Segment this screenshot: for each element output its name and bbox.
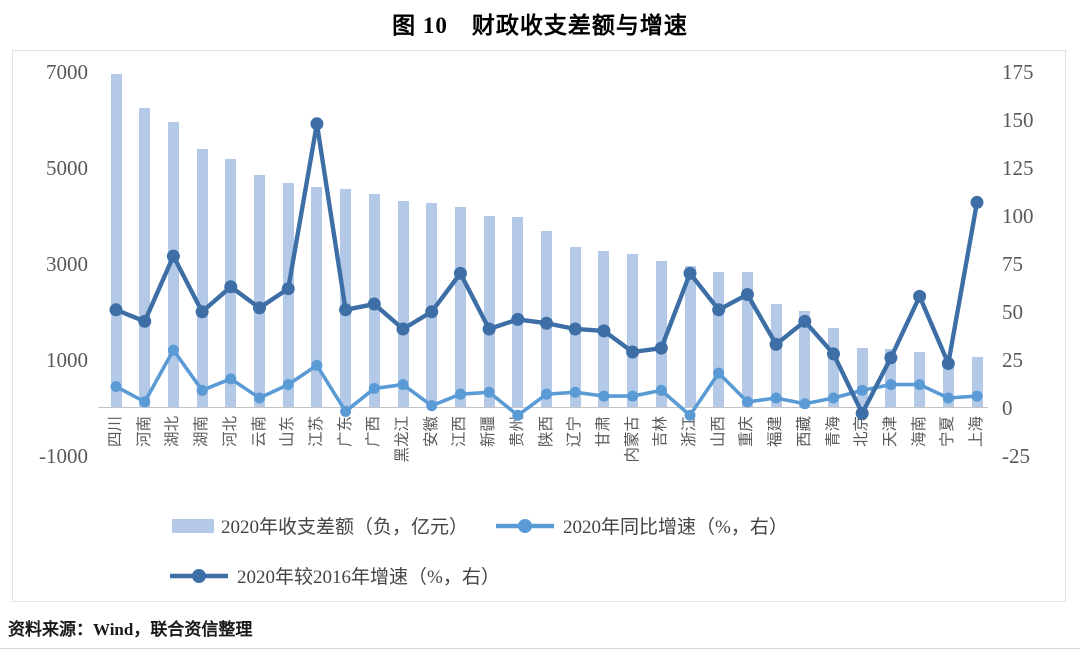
legend-swatch-vs2016-line (170, 568, 228, 583)
bar (110, 74, 122, 408)
bar (713, 271, 725, 408)
legend-item-vs2016: 2020年较2016年增速（%，右） (168, 562, 500, 589)
x-axis-label: 四川 (107, 416, 124, 448)
legend-swatch-bar (172, 518, 214, 533)
x-axis-zero-line (98, 407, 988, 409)
y-axis-tick-label-right: 175 (1002, 60, 1034, 85)
bar (311, 186, 323, 408)
bar (340, 189, 352, 408)
legend-row-1: 2020年收支差额（负，亿元） 2020年同比增速（%，右） (172, 512, 788, 539)
y-axis-tick-label-right: -25 (1002, 443, 1030, 468)
bar (885, 349, 897, 408)
bar (627, 254, 639, 408)
bar (971, 357, 983, 408)
bar (828, 327, 839, 408)
y-axis-tick-label-left: 1000 (46, 347, 88, 372)
bar (483, 216, 495, 408)
y-axis-tick-label-left: -1000 (39, 443, 88, 468)
y-axis-tick-label-left: 7000 (46, 60, 88, 85)
bar (512, 217, 524, 408)
x-axis-label: 海南 (910, 416, 928, 448)
bar (770, 303, 782, 408)
bar (167, 122, 179, 408)
legend-item-yoy: 2020年同比增速（%，右） (494, 512, 788, 539)
legend-row-2: 2020年较2016年增速（%，右） (168, 562, 500, 589)
y-axis-tick-label-right: 150 (1002, 107, 1034, 132)
bar (139, 108, 151, 408)
bar (282, 183, 294, 408)
x-axis-label: 宁夏 (939, 416, 957, 448)
y-axis-tick-label-right: 50 (1002, 299, 1023, 324)
y-axis-tick-label-right: 125 (1002, 155, 1034, 180)
bar (598, 250, 610, 408)
y-axis-tick-label-right: 25 (1002, 347, 1023, 372)
y-axis-tick-label-left: 5000 (46, 155, 88, 180)
bottom-divider (0, 648, 1080, 649)
bar (856, 347, 868, 408)
y-axis-tick-label-left: 3000 (46, 251, 88, 276)
x-axis-label: 北京 (853, 416, 871, 448)
bar (684, 266, 696, 408)
bar (541, 231, 552, 408)
bar (368, 193, 380, 408)
bar (655, 261, 667, 408)
bar (254, 174, 265, 408)
legend-label-vs2016: 2020年较2016年增速（%，右） (237, 567, 500, 588)
bar (942, 362, 954, 408)
x-axis-label: 河南 (135, 416, 153, 448)
bar (741, 272, 753, 408)
bar (426, 202, 438, 408)
source-note: 资料来源：Wind，联合资信整理 (8, 620, 253, 639)
bar (799, 310, 811, 408)
y-axis-tick-label-right: 0 (1002, 395, 1013, 420)
bar (225, 158, 237, 408)
legend-item-balance: 2020年收支差额（负，亿元） (172, 512, 468, 539)
x-axis-label: 上海 (968, 416, 985, 448)
x-axis-label: 西藏 (795, 416, 813, 448)
x-axis-label: 青海 (824, 416, 842, 448)
bar (914, 351, 926, 408)
bar (569, 246, 581, 408)
legend-swatch-yoy-line (496, 518, 555, 533)
bar (196, 148, 208, 408)
y-axis-tick-label-right: 75 (1002, 251, 1023, 276)
y-axis-tick-label-right: 100 (1002, 203, 1034, 228)
bar (397, 200, 409, 408)
legend-label-yoy: 2020年同比增速（%，右） (563, 517, 788, 538)
x-axis-label: 天津 (881, 416, 899, 448)
chart-title: 图 10 财政收支差额与增速 (392, 13, 688, 38)
bar (454, 207, 466, 408)
legend-label-balance: 2020年收支差额（负，亿元） (221, 517, 469, 538)
